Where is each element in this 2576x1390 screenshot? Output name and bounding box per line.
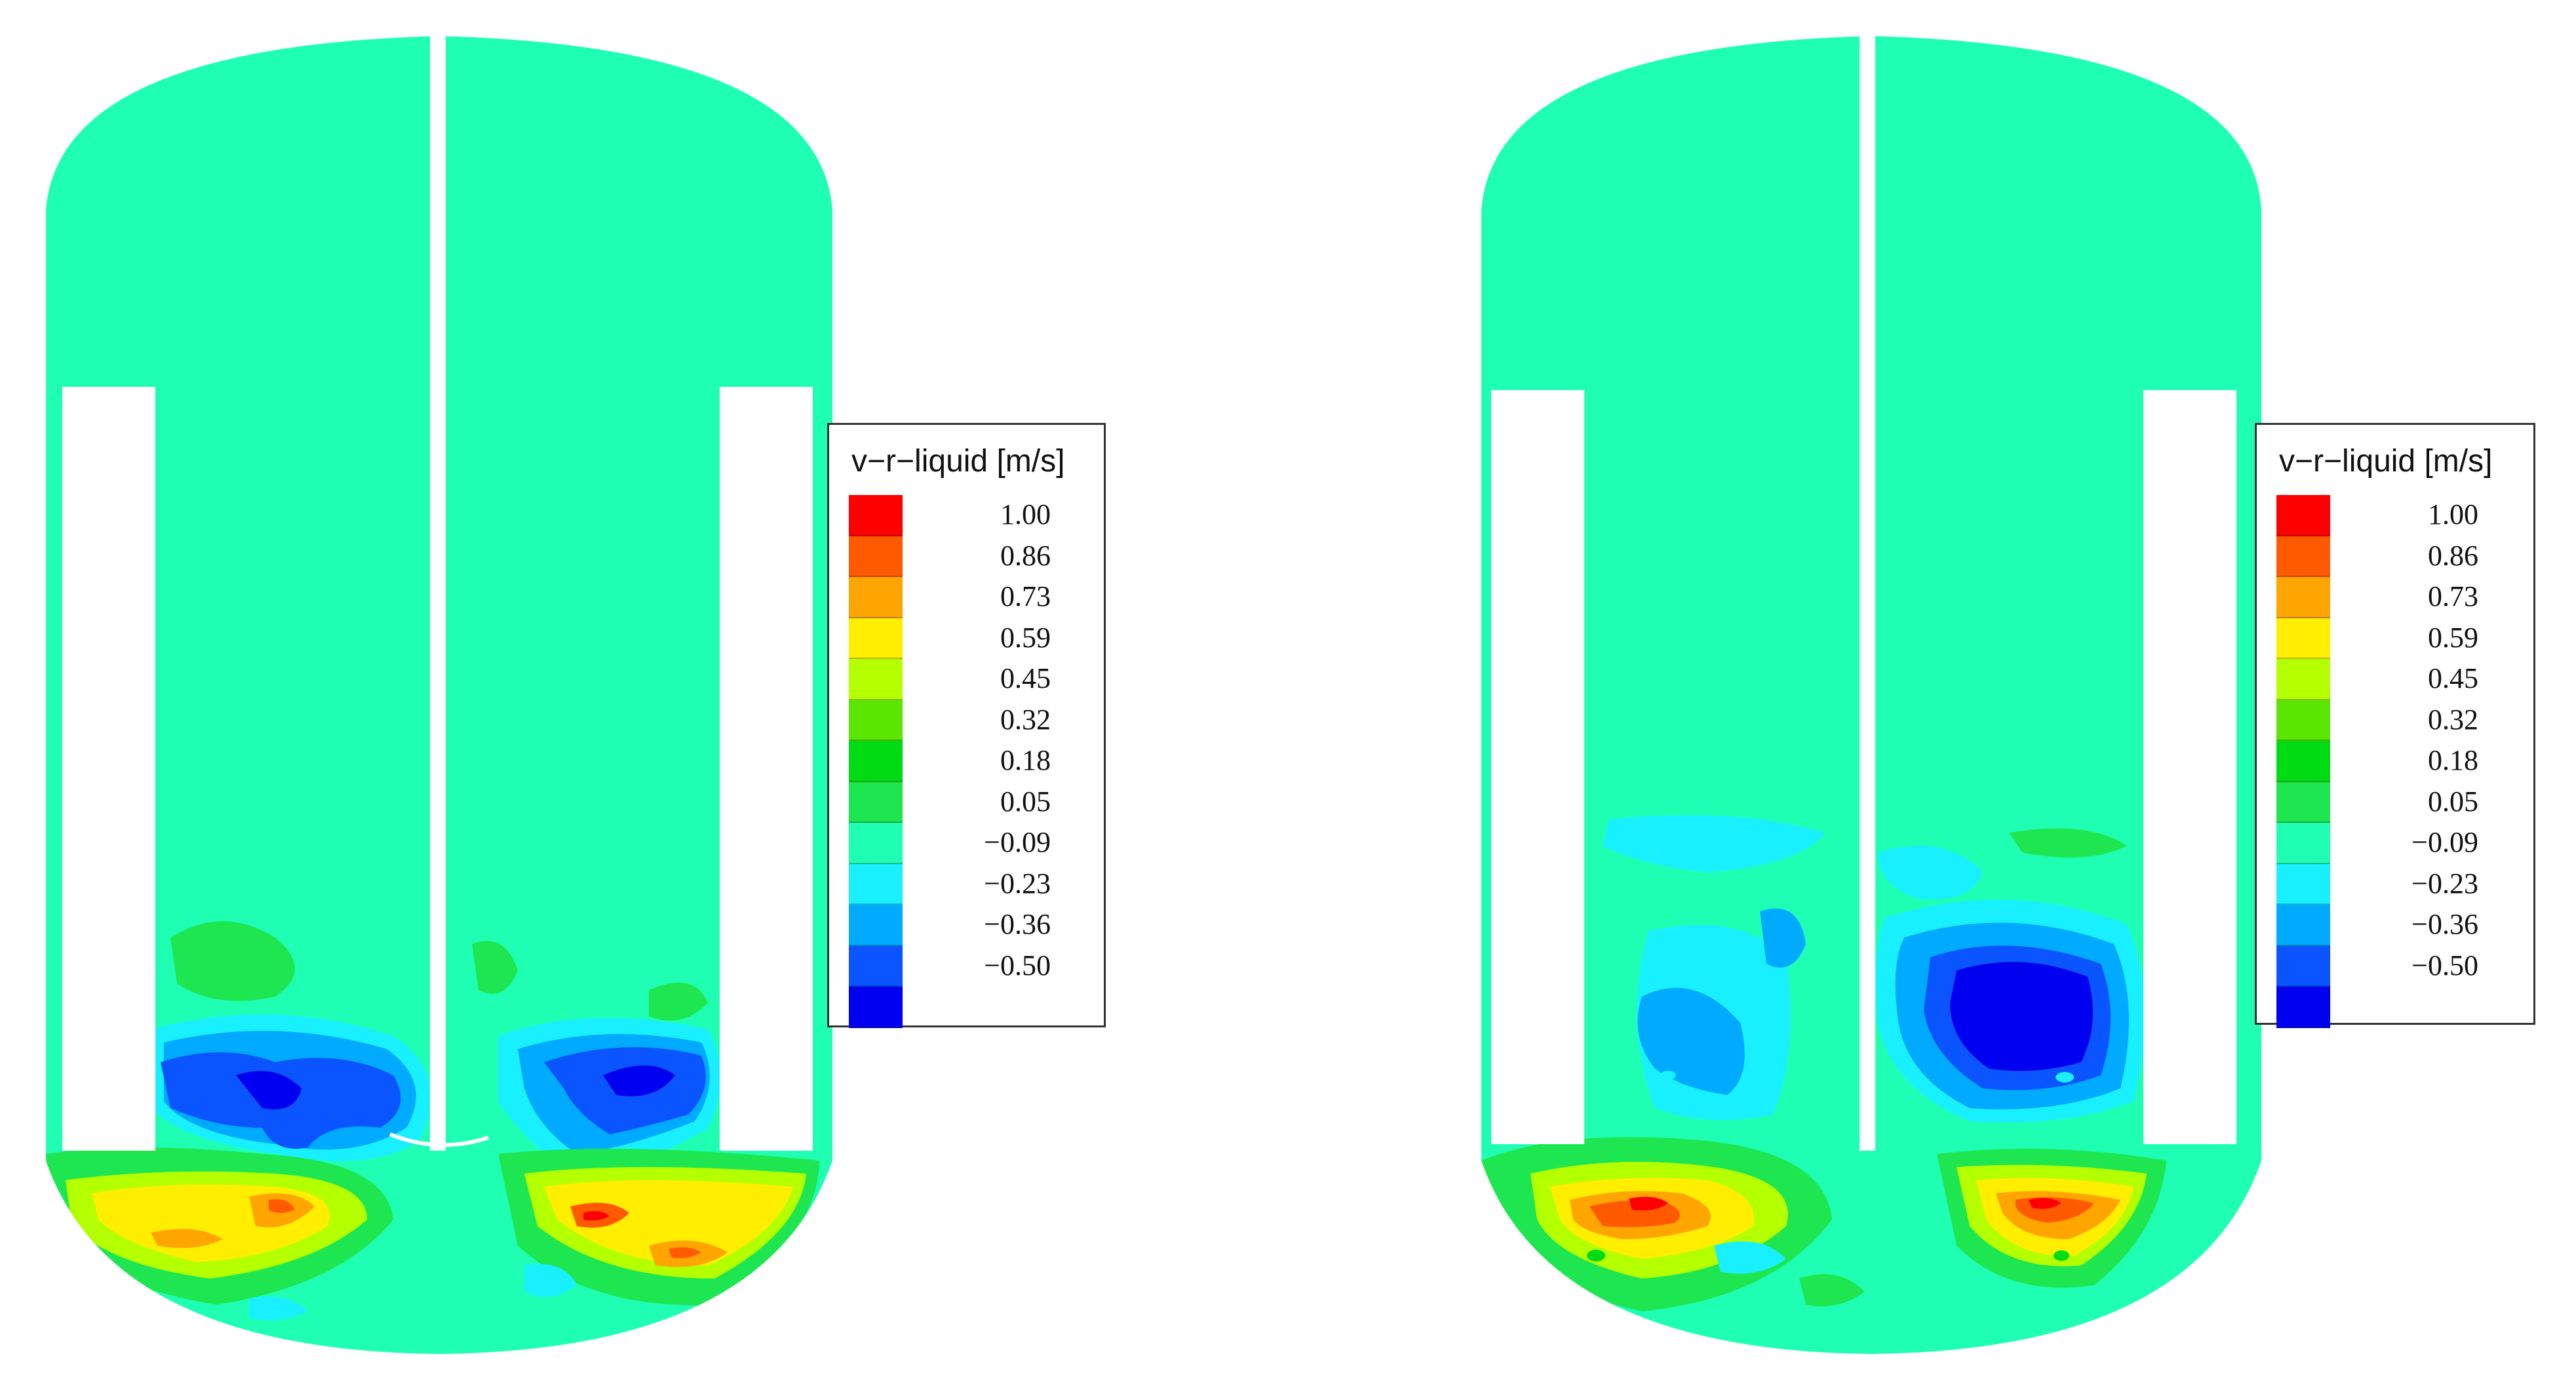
swatch	[849, 864, 903, 905]
legend-tick: 0.59	[2428, 621, 2478, 654]
legend-tick: 0.73	[1000, 580, 1051, 612]
legend-tick: −0.09	[984, 826, 1051, 858]
legend-tick: −0.36	[984, 908, 1051, 940]
swatch	[2276, 700, 2330, 741]
swatch	[849, 536, 903, 577]
legend-tick: −0.23	[984, 867, 1051, 900]
right-legend: v−r−liquid [m/s] 1.00 0.86 0.73 0.59 0.4…	[2255, 423, 2535, 1028]
swatch	[2276, 536, 2330, 577]
swatch	[2276, 495, 2330, 536]
swatch	[849, 782, 903, 823]
right-shaft	[1860, 26, 1875, 1151]
swatch	[849, 823, 903, 864]
legend-tick: 1.00	[1000, 498, 1051, 530]
legend-labels: 1.00 0.86 0.73 0.59 0.45 0.32 0.18 0.05 …	[907, 498, 1051, 1006]
left-baffle-right	[720, 387, 813, 1151]
legend-tick: 0.59	[1000, 621, 1051, 654]
legend-tick: 0.18	[1000, 744, 1051, 776]
legend-tick: 0.73	[2428, 580, 2478, 612]
legend-tick: −0.23	[2411, 867, 2478, 900]
right-vessel-contour	[1481, 26, 2261, 1354]
legend-tick: −0.50	[2411, 949, 2478, 982]
legend-tick: 0.86	[2428, 539, 2478, 572]
swatch	[849, 741, 903, 782]
swatch	[2276, 905, 2330, 946]
right-baffle-right	[2143, 390, 2236, 1144]
swatch	[849, 495, 903, 536]
legend-tick: −0.09	[2411, 826, 2478, 858]
swatch	[849, 577, 903, 618]
swatch	[849, 659, 903, 700]
swatch	[849, 700, 903, 741]
swatch	[849, 905, 903, 946]
swatch	[849, 618, 903, 659]
legend-tick: 0.05	[1000, 785, 1051, 818]
swatch	[849, 945, 903, 987]
swatch	[2276, 945, 2330, 987]
legend-labels: 1.00 0.86 0.73 0.59 0.45 0.32 0.18 0.05 …	[2334, 498, 2478, 1006]
left-baffle-left	[62, 387, 155, 1151]
swatch	[849, 987, 903, 1028]
legend-swatches	[2276, 495, 2330, 1028]
legend-tick: 0.05	[2428, 785, 2478, 818]
legend-swatches	[849, 495, 903, 1028]
left-vessel-contour	[46, 26, 832, 1354]
swatch	[2276, 659, 2330, 700]
legend-tick: 0.45	[1000, 662, 1051, 694]
swatch	[2276, 864, 2330, 905]
legend-tick: 0.86	[1000, 539, 1051, 572]
legend-tick: 0.32	[1000, 703, 1051, 736]
legend-tick: 0.45	[2428, 662, 2478, 694]
swatch	[2276, 618, 2330, 659]
swatch	[2276, 823, 2330, 864]
legend-title: v−r−liquid [m/s]	[851, 444, 1065, 479]
legend-title: v−r−liquid [m/s]	[2279, 444, 2493, 479]
legend-tick: 1.00	[2428, 498, 2478, 530]
swatch	[2276, 741, 2330, 782]
legend-tick: 0.32	[2428, 703, 2478, 736]
right-baffle-left	[1491, 390, 1584, 1144]
left-panel: v−r−liquid [m/s] 1.00 0.86 0.73 0.59 0.4…	[46, 26, 1106, 1354]
right-panel: v−r−liquid [m/s] 1.00 0.86 0.73 0.59 0.4…	[1432, 0, 2576, 1390]
swatch	[2276, 577, 2330, 618]
left-shaft	[430, 26, 446, 1151]
legend-tick: −0.50	[984, 949, 1051, 982]
swatch	[2276, 782, 2330, 823]
legend-tick: 0.18	[2428, 744, 2478, 776]
legend-tick: −0.36	[2411, 908, 2478, 940]
left-legend: v−r−liquid [m/s] 1.00 0.86 0.73 0.59 0.4…	[827, 423, 1106, 1028]
swatch	[2276, 987, 2330, 1028]
